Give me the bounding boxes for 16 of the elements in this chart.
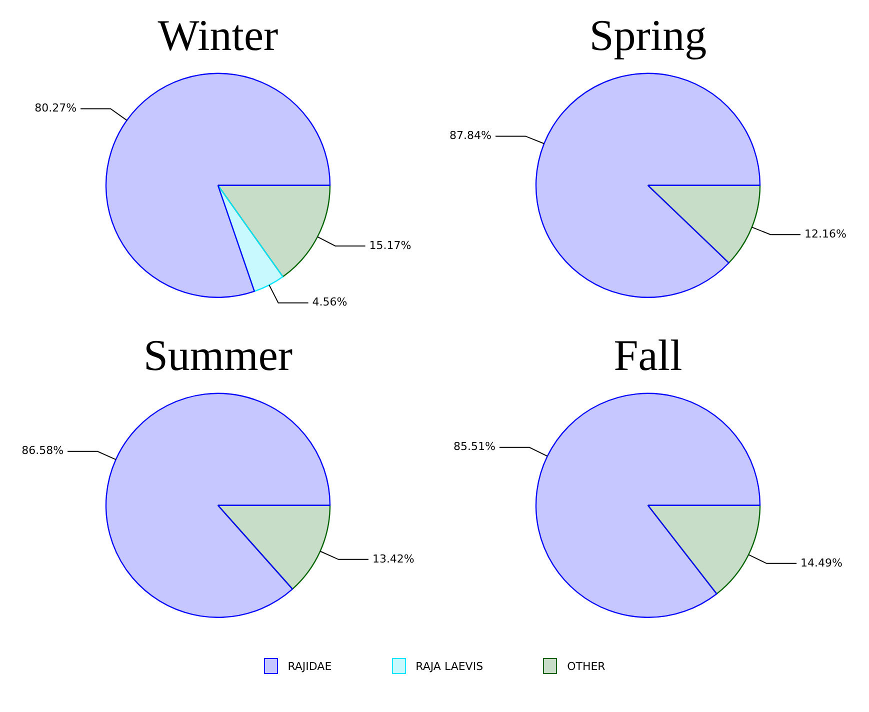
chart-title: Summer <box>143 330 293 380</box>
chart-title: Fall <box>614 330 682 380</box>
data-label: 14.49% <box>800 556 843 570</box>
legend-label: RAJA LAEVIS <box>416 660 484 672</box>
data-label: 4.56% <box>312 296 348 309</box>
data-label: 80.27% <box>34 102 77 115</box>
legend-label: OTHER <box>567 660 606 672</box>
data-label: 87.84% <box>450 129 492 142</box>
data-label: 13.42% <box>372 552 414 566</box>
data-label: 15.17% <box>369 238 412 252</box>
data-label: 12.16% <box>804 227 846 240</box>
data-label: 86.58% <box>22 444 64 458</box>
data-label: 85.51% <box>453 440 496 454</box>
legend-label: RAJIDAE <box>288 660 332 672</box>
chart-title: Spring <box>589 10 707 60</box>
chart-title: Winter <box>158 10 279 60</box>
